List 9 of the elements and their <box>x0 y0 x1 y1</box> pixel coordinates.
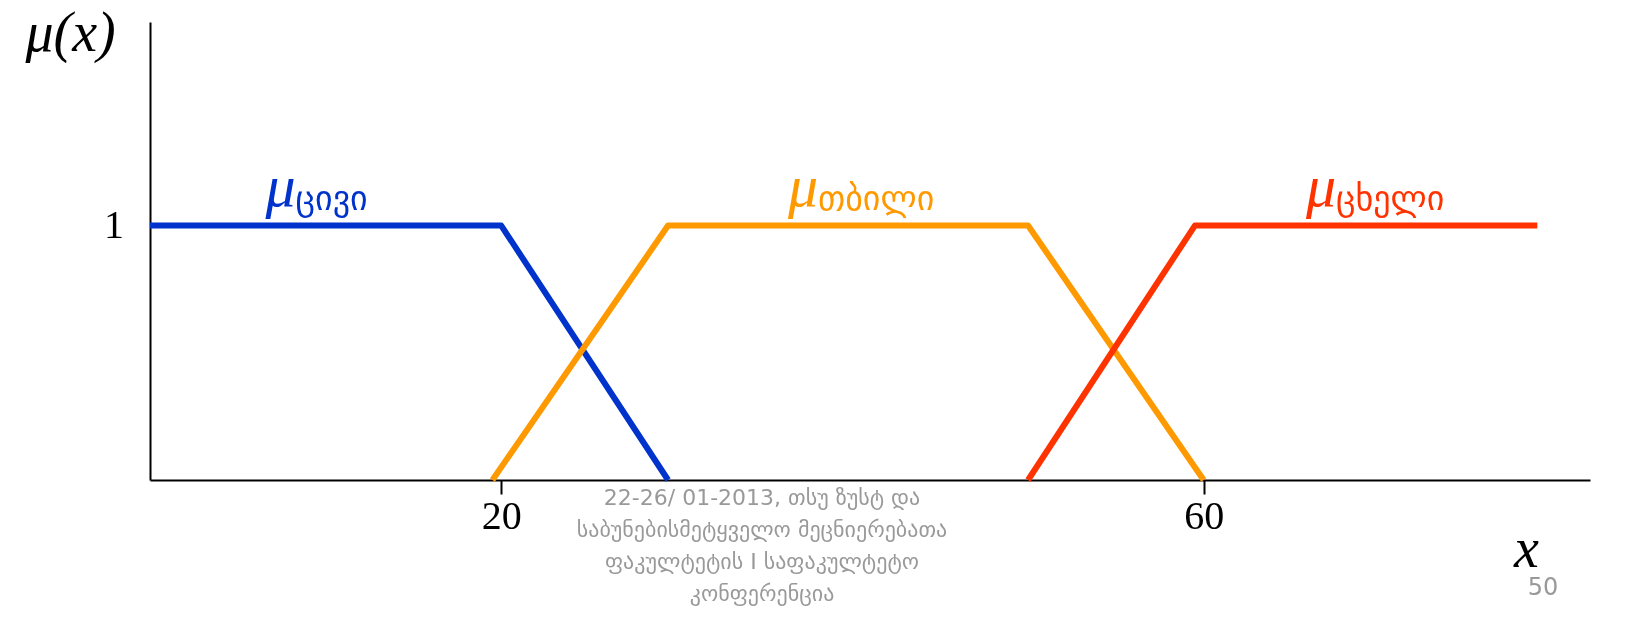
series-label: μცივი <box>264 152 368 219</box>
text: 22-26/ 01-2013, თსუ ზუსტ და საბუნებისმეტყველო მეცნიერებათა ფაკულტეტის I საფაკულტეტო კონფერენცია <box>576 485 948 606</box>
x-tick-label: 60 <box>1184 492 1225 538</box>
series-label: μცხელი <box>1304 152 1445 219</box>
x-tick-label: 20 <box>481 492 522 538</box>
series-label: μთბილი <box>786 152 935 219</box>
text: 1 <box>104 201 124 247</box>
text: 50 <box>1527 573 1559 601</box>
y-axis-title: μ(x) <box>24 0 116 64</box>
